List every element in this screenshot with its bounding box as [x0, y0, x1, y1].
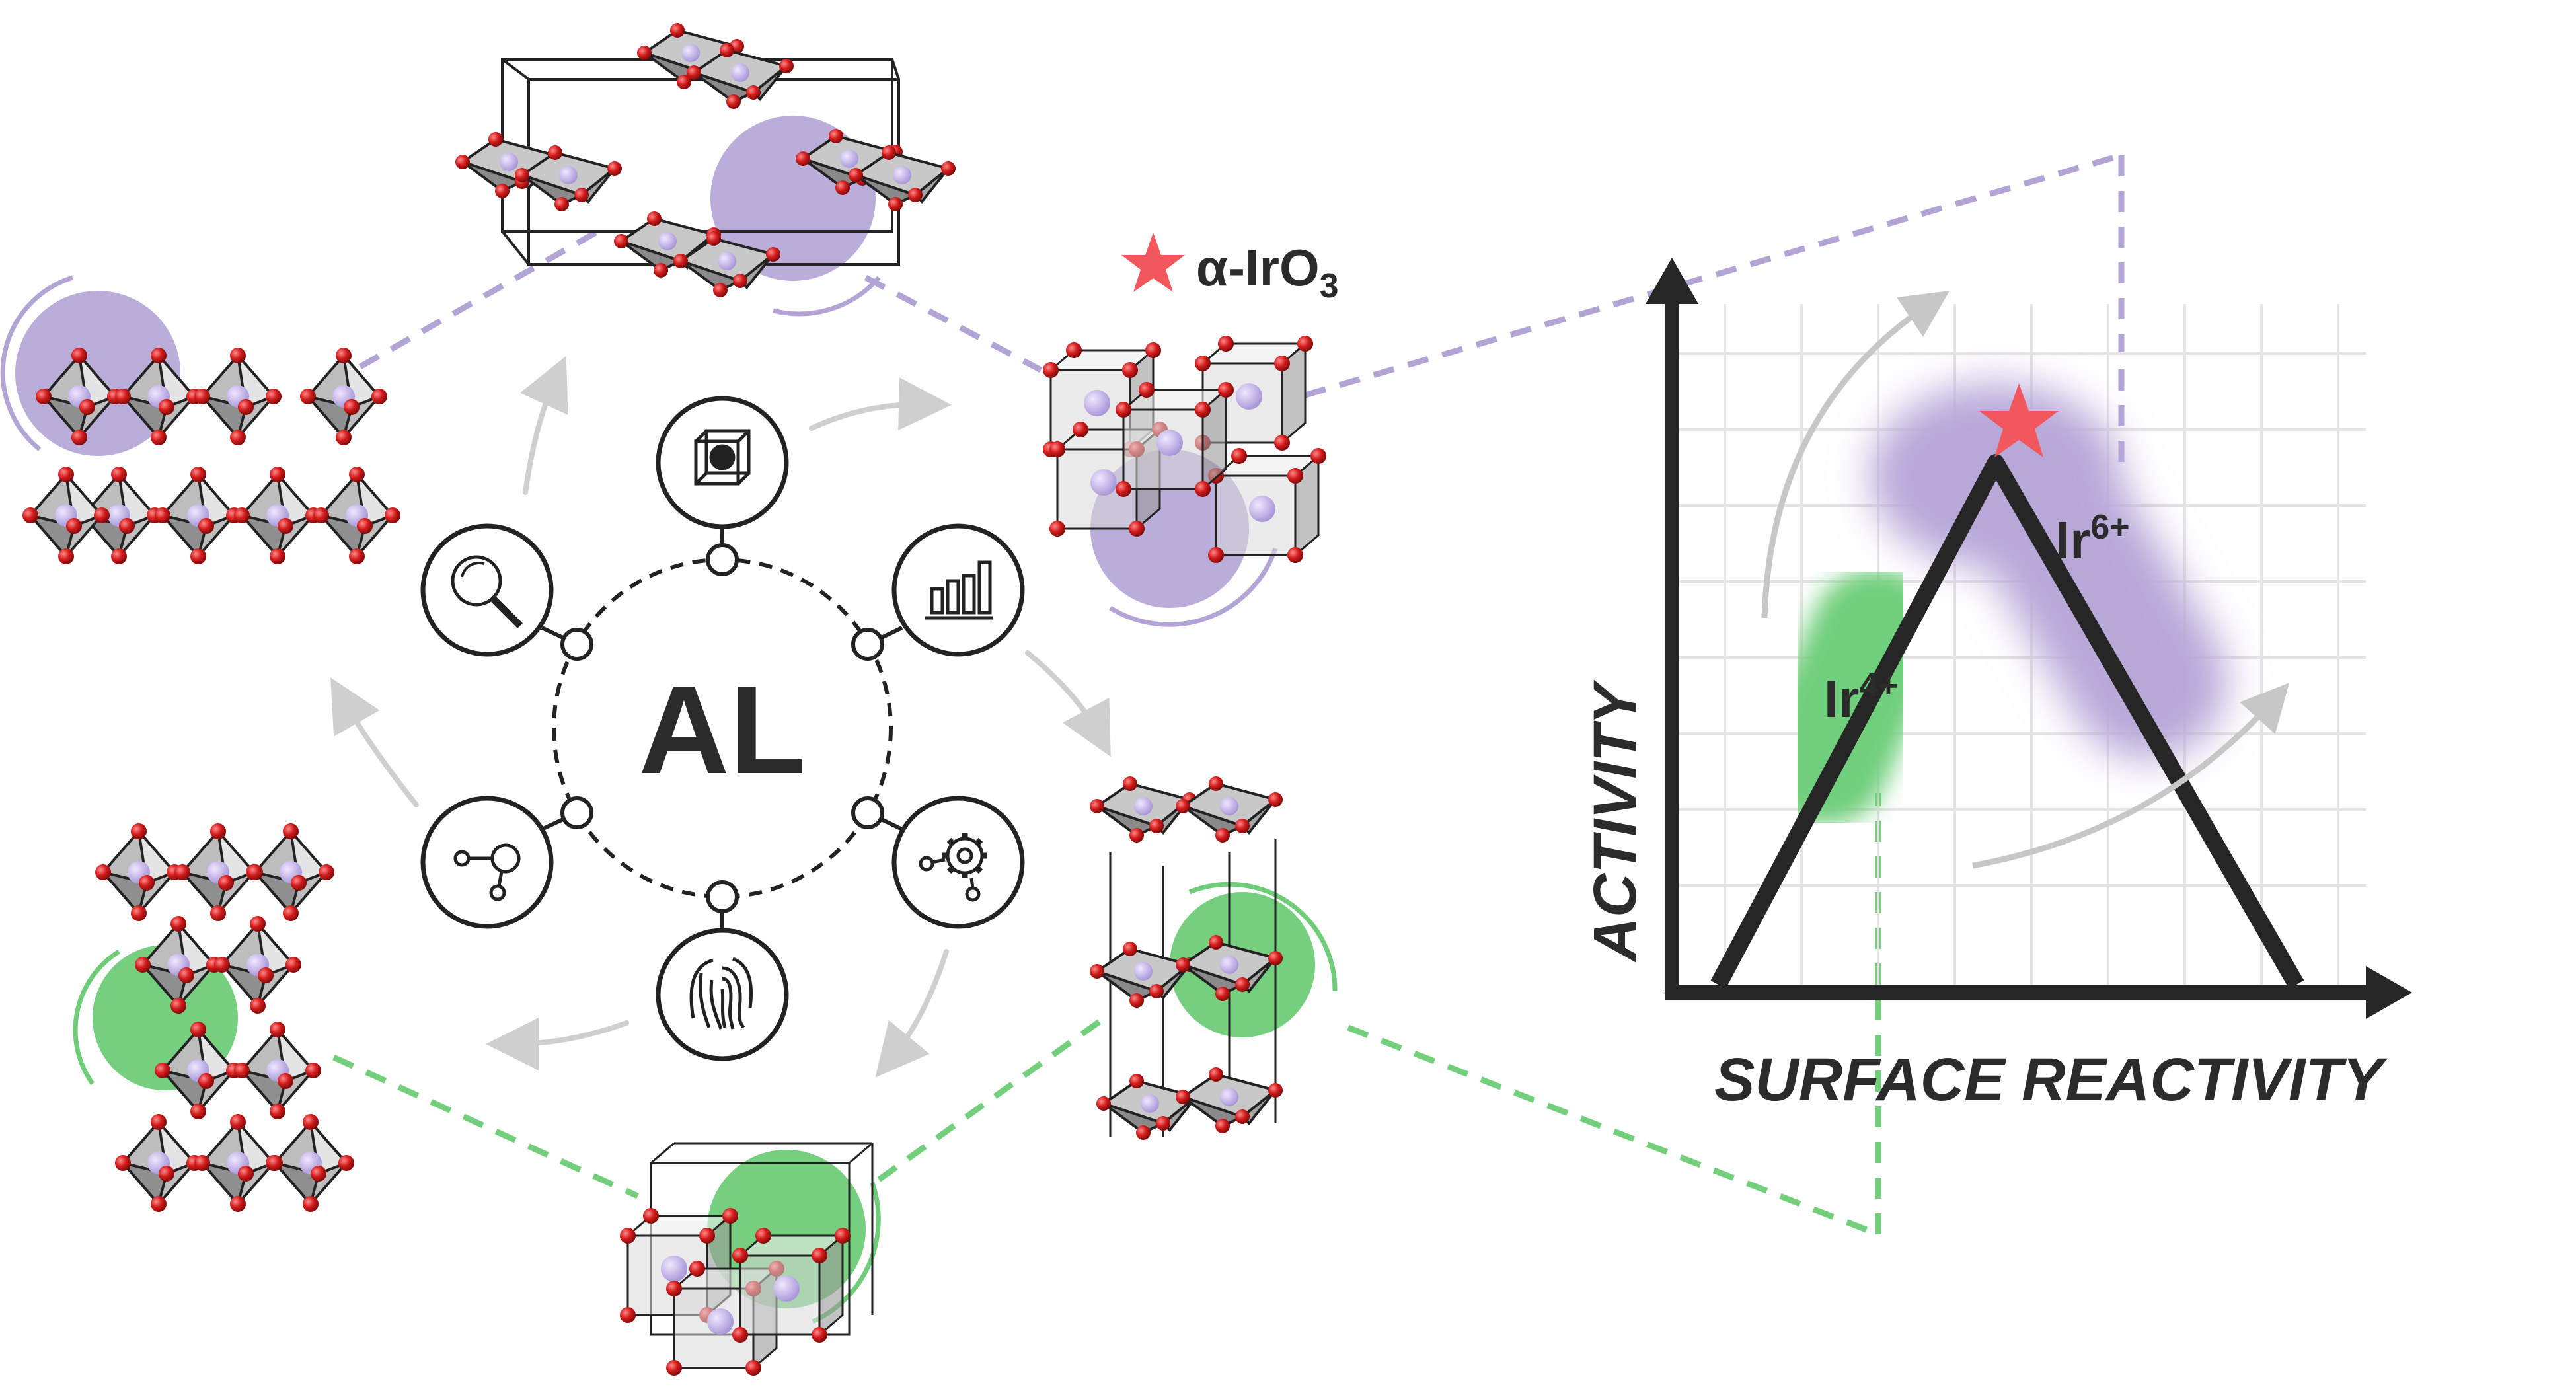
connector-node	[560, 628, 593, 661]
x-axis-arrowhead	[2366, 966, 2412, 1019]
compound-label: α-IrO3	[1121, 233, 1339, 305]
green-connector	[877, 1018, 1102, 1182]
node-graph-icon	[453, 843, 521, 901]
star-marker	[1979, 383, 2059, 457]
green-connector	[1347, 1024, 1879, 1238]
cycle-arrow	[875, 949, 949, 1078]
compound-name: α-IrO	[1196, 239, 1320, 297]
connector-node	[706, 543, 739, 576]
workflow-node-bottom-right	[891, 796, 1025, 929]
trend-arrow	[1972, 683, 2290, 869]
svg-text:Ir6+: Ir6+	[2055, 508, 2130, 570]
cycle-arrow	[809, 377, 952, 431]
purple-connector	[1304, 152, 2123, 398]
gear-network-icon	[919, 833, 987, 902]
region-ir4-label: Ir	[1824, 669, 1859, 728]
region-ir4-blob	[1758, 568, 1943, 826]
cycle-arrows	[330, 356, 1111, 1078]
volcano-curve	[1710, 454, 2304, 989]
crystal-structure-top-center	[454, 22, 957, 317]
purple-connector	[358, 229, 600, 369]
magnifier-icon	[451, 555, 523, 628]
y-axis-label: ACTIVITY	[1581, 679, 1649, 963]
region-ir6-label: Ir	[2055, 511, 2090, 570]
bar-chart-icon	[925, 560, 993, 620]
workflow-cycle: AL	[330, 356, 1111, 1078]
ring-connectors	[541, 529, 903, 932]
region-ir6-charge: 6+	[2090, 508, 2129, 546]
svg-text:Ir4+: Ir4+	[1824, 667, 1899, 728]
x-axis-label: SURFACE REACTIVITY	[1714, 1046, 2388, 1113]
cycle-arrow	[1025, 650, 1111, 757]
center-label: AL	[638, 660, 806, 800]
graph-grid	[1672, 304, 2366, 985]
graph-axes	[1665, 297, 2372, 1000]
trend-arrow	[1761, 291, 1950, 619]
svg-text:α-IrO3: α-IrO3	[1196, 239, 1339, 305]
region-ir4-charge: 4+	[1859, 667, 1898, 705]
cycle-arrow	[486, 1017, 629, 1070]
y-axis-arrowhead	[1646, 258, 1698, 304]
connector-node	[706, 880, 739, 913]
crystal-structure-top-left	[0, 275, 402, 566]
connector-node	[560, 796, 593, 829]
workflow-node-top-left	[420, 523, 554, 657]
cycle-arrow	[519, 356, 568, 495]
crystal-structure-alpha-iro3	[1042, 334, 1328, 627]
workflow-node-bottom-left	[420, 796, 554, 929]
crystal-structure-bottom-center	[619, 1142, 881, 1377]
green-connector	[332, 1054, 639, 1199]
compound-subscript: 3	[1320, 267, 1339, 305]
activity-graph: Ir6+ Ir4+ ACTIVITY SURFACE REACTIVITY	[1581, 258, 2412, 1113]
connector-node	[851, 628, 884, 661]
crystal-structure-bottom-left	[73, 822, 356, 1213]
connector-node	[851, 796, 884, 829]
fingerprint-icon	[689, 957, 753, 1030]
crystal-cube-icon	[694, 429, 751, 486]
purple-connector	[864, 275, 1043, 373]
crystal-structure-right-stacked	[1088, 775, 1338, 1141]
cycle-arrow	[330, 677, 419, 807]
star-icon	[1121, 233, 1185, 292]
